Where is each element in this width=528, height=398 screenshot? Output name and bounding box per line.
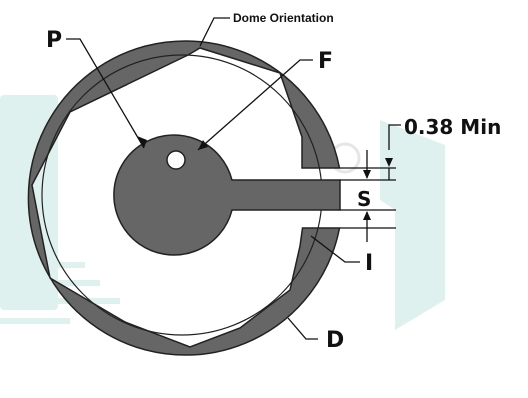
arrowheads <box>137 136 208 150</box>
arrow-s-bottom <box>363 211 371 220</box>
arrow-s-top <box>363 170 371 179</box>
label-p: P <box>46 28 62 53</box>
label-s: S <box>357 187 371 211</box>
watermark-right-shape <box>380 120 445 330</box>
label-dome-orientation: Dome Orientation <box>233 11 334 25</box>
arrow-p <box>137 136 147 148</box>
label-min-dimension: 0.38 Min <box>404 115 501 139</box>
leader-i <box>310 235 360 263</box>
leader-lines <box>66 17 360 340</box>
dimension-arrowheads <box>363 158 393 220</box>
leader-f <box>197 59 313 151</box>
outer-ring-pad <box>27 40 341 356</box>
leader-d <box>287 317 318 340</box>
watermark-stripe-3 <box>10 298 120 304</box>
arrow-min-top <box>385 158 393 167</box>
label-f: F <box>318 49 333 74</box>
leader-p <box>66 38 145 149</box>
label-d: D <box>326 328 344 353</box>
leader-dome-orientation <box>199 17 230 47</box>
via-hole <box>166 150 186 170</box>
watermark-stripe-4 <box>0 318 70 324</box>
leader-min-dimension <box>388 124 401 150</box>
label-i: I <box>365 251 373 276</box>
arrow-f <box>198 140 208 150</box>
